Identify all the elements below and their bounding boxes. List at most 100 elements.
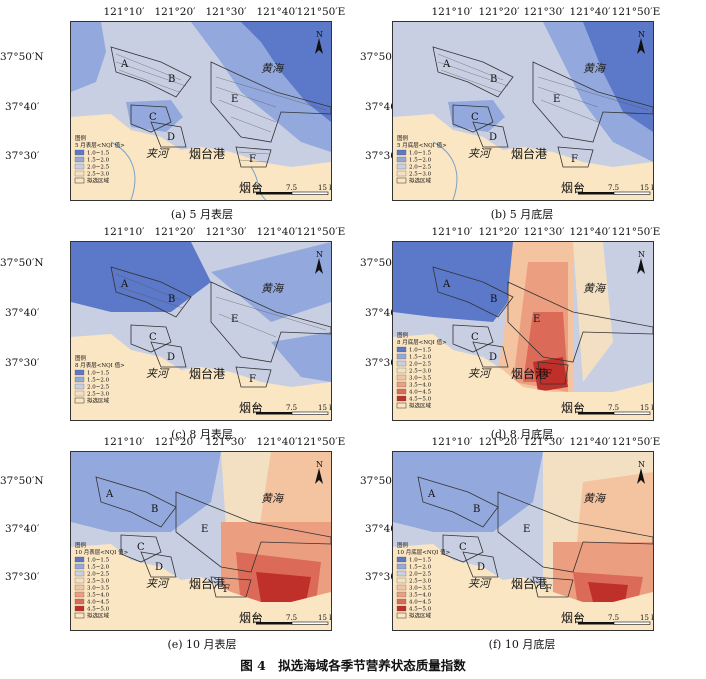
legend-title: 图例: [75, 134, 87, 142]
legend-swatch: [396, 170, 407, 177]
legend-swatch: [74, 591, 85, 598]
legend-zone-label: 拟选区域: [409, 402, 432, 410]
north-arrow-icon: [315, 258, 323, 274]
legend-label: 1.5~2.0: [87, 565, 110, 571]
legend-title: 图例: [397, 541, 409, 549]
north-arrow-letter: N: [638, 460, 645, 469]
legend-zone-label: 拟选区域: [87, 397, 110, 405]
svg-text:B: B: [151, 504, 158, 515]
sea-name: 黄海: [261, 492, 285, 505]
svg-text:F: F: [545, 584, 552, 595]
legend-label: 2.0~2.5: [409, 362, 432, 368]
scale-label: 0: [254, 614, 258, 622]
lat-label: 37°40′: [5, 307, 40, 319]
legend-swatch: [74, 577, 85, 584]
lon-label: 121°50′E: [611, 436, 661, 448]
caption-b: (b) 5 月底层: [490, 208, 554, 221]
lon-label: 121°20′: [478, 436, 520, 448]
legend-subtitle: 5 月底层<NQI 值>: [397, 141, 447, 149]
svg-text:D: D: [155, 562, 163, 573]
svg-text:A: A: [442, 59, 451, 70]
north-arrow-letter: N: [316, 460, 323, 469]
svg-text:C: C: [149, 112, 157, 123]
legend-swatch: [396, 556, 407, 563]
river-name: 夹河: [468, 147, 492, 160]
svg-text:E: E: [553, 94, 560, 105]
lon-label: 121°40′: [256, 6, 298, 18]
north-arrow-letter: N: [638, 250, 645, 259]
legend-zone-label: 拟选区域: [87, 612, 110, 620]
legend-swatch: [396, 388, 407, 395]
river-name: 夹河: [468, 367, 492, 380]
scale-label: 7.5: [286, 404, 297, 412]
svg-text:C: C: [471, 112, 479, 123]
legend-label: 4.0~4.5: [87, 600, 110, 606]
lon-label: 121°20′: [478, 6, 520, 18]
svg-text:D: D: [167, 132, 175, 143]
legend-label: 3.0~3.5: [409, 376, 432, 382]
caption-a: (a) 5 月表层: [170, 208, 234, 221]
scale-label: 15 km: [640, 184, 653, 192]
legend-label: 1.0~1.5: [87, 371, 110, 377]
svg-text:B: B: [168, 294, 175, 305]
lon-label: 121°40′: [569, 6, 611, 18]
legend-swatch: [74, 570, 85, 577]
sea-name: 黄海: [261, 62, 285, 75]
svg-text:A: A: [442, 279, 451, 290]
lat-label: 37°40′: [365, 307, 400, 319]
lat-label: 37°30′: [5, 571, 40, 583]
lon-label: 121°40′: [256, 226, 298, 238]
legend-label: 1.0~1.5: [87, 558, 110, 564]
caption-f: (f) 10 月底层: [488, 638, 556, 651]
legend-label: 2.0~2.5: [409, 165, 432, 171]
legend-label: 2.5~3.0: [87, 172, 110, 178]
scale-bar-segment: [578, 412, 614, 415]
sea-name: 黄海: [583, 492, 607, 505]
legend-label: 1.5~2.0: [87, 378, 110, 384]
svg-text:C: C: [137, 542, 145, 553]
legend-swatch: [396, 156, 407, 163]
scale-bar-segment: [578, 622, 614, 625]
lon-label: 121°30′: [205, 6, 247, 18]
caption-d: (d) 8 月底层: [490, 428, 554, 441]
legend-swatch: [74, 598, 85, 605]
river-name: 夹河: [146, 147, 170, 160]
north-arrow-letter: N: [316, 250, 323, 259]
legend-zone-swatch: [396, 177, 407, 184]
lon-label: 121°10′: [103, 436, 145, 448]
legend-label: 1.5~2.0: [87, 158, 110, 164]
scale-label: 7.5: [286, 614, 297, 622]
legend-label: 3.5~4.0: [409, 593, 432, 599]
legend-swatch: [396, 367, 407, 374]
north-arrow-letter: N: [316, 30, 323, 39]
legend-swatch: [74, 383, 85, 390]
scale-bar-segment: [613, 411, 651, 415]
north-arrow-icon: [315, 38, 323, 54]
legend-zone-label: 拟选区域: [409, 612, 432, 620]
port-name: 烟台港: [511, 576, 547, 591]
lon-label: 121°10′: [431, 6, 473, 18]
legend-label: 3.0~3.5: [87, 586, 110, 592]
svg-text:F: F: [223, 584, 230, 595]
legend-label: 3.0~3.5: [409, 586, 432, 592]
lon-label: 121°30′: [205, 226, 247, 238]
scale-label: 7.5: [608, 184, 619, 192]
port-name: 烟台港: [511, 146, 547, 161]
svg-text:F: F: [545, 369, 552, 380]
legend-subtitle: 8 月表层<NQI 值>: [75, 361, 125, 369]
legend-subtitle: 10 月表层<NQI 值>: [75, 548, 129, 556]
lon-label: 121°20′: [154, 6, 196, 18]
legend-swatch: [74, 390, 85, 397]
scale-bar-segment: [578, 192, 614, 195]
legend-label: 1.5~2.0: [409, 565, 432, 571]
svg-text:B: B: [490, 294, 497, 305]
legend-swatch: [74, 563, 85, 570]
lon-label: 121°30′: [523, 226, 565, 238]
